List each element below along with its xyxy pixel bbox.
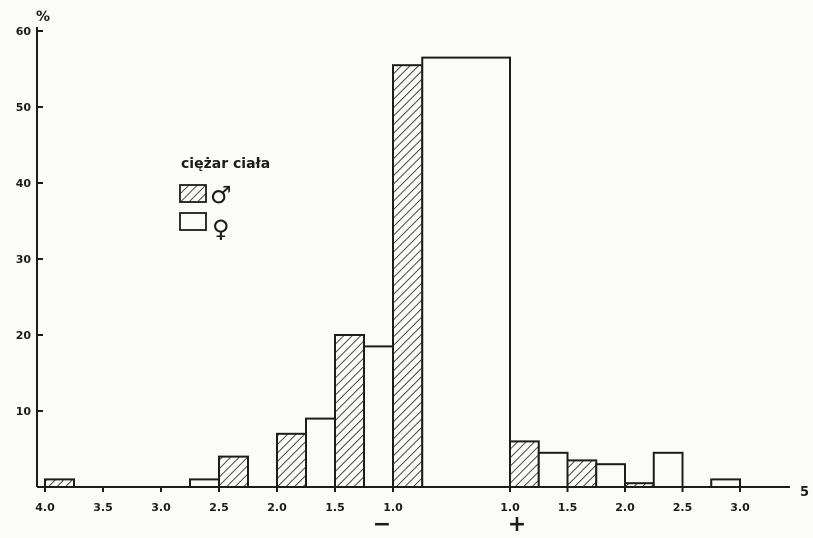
legend-title: ciężar ciała [181, 156, 270, 172]
x-axis-ticks: 4.0 3.5 3.0 2.5 2.0 1.5 1.0 1.0 1.5 2.0 2.5 3.0 [35, 487, 750, 514]
x-tick-label: 2.0 [615, 501, 635, 514]
bar-male [218, 455, 249, 489]
histogram-bars [44, 56, 741, 489]
bar-male [509, 440, 540, 488]
x-axis-end-label: 5 [800, 485, 809, 500]
x-tick-label: 2.5 [673, 501, 693, 514]
bar-female [652, 451, 684, 488]
x-tick-label: 1.5 [558, 501, 578, 514]
x-tick-label: 3.5 [93, 501, 113, 514]
bar-female [537, 451, 569, 488]
bar-male [44, 478, 75, 488]
bar-male [334, 334, 365, 488]
x-tick-label: 1.5 [325, 501, 345, 514]
bar-male [624, 482, 655, 489]
bar-female [189, 478, 220, 488]
y-tick-label: 60 [16, 25, 32, 38]
bar-female [421, 56, 511, 488]
x-tick-label: 3.0 [151, 501, 171, 514]
y-tick-label: 50 [16, 101, 32, 114]
legend-symbol-female: ♀ [212, 215, 230, 243]
bar-male [566, 459, 598, 488]
bar-female [595, 463, 626, 489]
y-tick-label: 10 [16, 405, 32, 418]
x-tick-label: 4.0 [35, 501, 55, 514]
legend-symbol-male: ♂ [210, 181, 232, 209]
bar-female [710, 478, 741, 488]
bar-female [305, 417, 336, 489]
x-tick-label: 2.0 [267, 501, 287, 514]
y-tick-label: 30 [16, 253, 32, 266]
y-tick-label: 40 [16, 177, 32, 190]
y-tick-label: 20 [16, 329, 32, 342]
minus-sign-label: − [373, 512, 391, 534]
y-axis-label: % [36, 9, 50, 25]
legend: ciężar ciała ♂ ♀ [179, 156, 270, 243]
bar-female [363, 345, 394, 488]
bar-male [392, 64, 424, 488]
x-tick-label: 1.0 [500, 501, 520, 514]
x-tick-label: 1.0 [383, 501, 403, 514]
plus-sign-label: + [508, 512, 526, 534]
x-tick-label: 2.5 [209, 501, 229, 514]
bar-male [276, 432, 307, 488]
legend-swatch-hatched [179, 184, 207, 203]
x-tick-label: 3.0 [730, 501, 750, 514]
legend-swatch-open [179, 212, 207, 231]
y-axis-ticks: 10 20 30 40 50 60 [16, 25, 43, 418]
